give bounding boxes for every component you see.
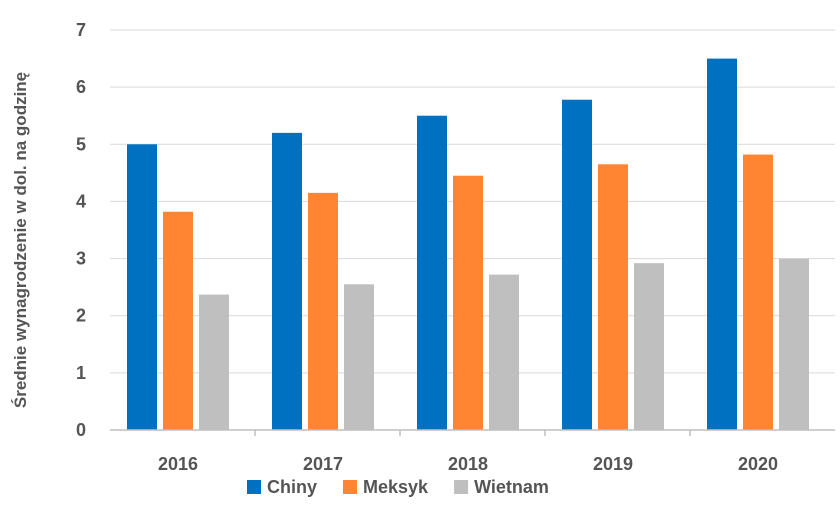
y-tick-label: 6: [76, 77, 86, 97]
legend-swatch-wietnam: [454, 480, 469, 494]
y-tick-label: 0: [76, 420, 86, 440]
y-axis-label: Średnie wynagrodzenie w dol. na godzinę: [11, 72, 30, 408]
bar-wietnam-2016: [199, 294, 229, 430]
y-axis-ticks: 0 1 2 3 4 5 6 7: [76, 20, 86, 440]
bar-wietnam-2017: [344, 284, 374, 430]
x-tick-label: 2018: [448, 454, 488, 474]
bar-meksyk-2016: [163, 211, 193, 430]
bar-chiny-2018: [417, 115, 447, 430]
legend: Chiny Meksyk Wietnam: [247, 477, 549, 497]
bar-meksyk-2018: [453, 175, 483, 430]
y-tick-label: 1: [76, 363, 86, 383]
bar-meksyk-2017: [308, 192, 338, 430]
bar-wietnam-2020: [779, 258, 809, 430]
y-tick-label: 4: [76, 191, 86, 211]
y-tick-label: 3: [76, 249, 86, 269]
bar-chiny-2020: [707, 58, 737, 430]
bars: [127, 58, 809, 431]
x-axis-ticks: 2016 2017 2018 2019 2020: [158, 430, 778, 474]
bar-wietnam-2019: [634, 263, 664, 430]
bar-wietnam-2018: [489, 274, 519, 430]
x-tick-label: 2016: [158, 454, 198, 474]
bar-chiny-2016: [127, 144, 157, 431]
bar-meksyk-2020: [743, 154, 773, 431]
legend-label-chiny: Chiny: [267, 477, 317, 497]
y-tick-label: 5: [76, 134, 86, 154]
x-tick-label: 2017: [303, 454, 343, 474]
x-tick-label: 2019: [593, 454, 633, 474]
bar-meksyk-2019: [598, 164, 628, 431]
x-tick-label: 2020: [738, 454, 778, 474]
y-tick-label: 7: [76, 20, 86, 40]
bar-chiny-2017: [272, 132, 302, 430]
bar-chiny-2019: [562, 99, 592, 430]
y-tick-label: 2: [76, 306, 86, 326]
legend-label-wietnam: Wietnam: [474, 477, 549, 497]
legend-swatch-meksyk: [343, 480, 358, 494]
legend-label-meksyk: Meksyk: [363, 477, 429, 497]
legend-swatch-chiny: [247, 480, 261, 494]
